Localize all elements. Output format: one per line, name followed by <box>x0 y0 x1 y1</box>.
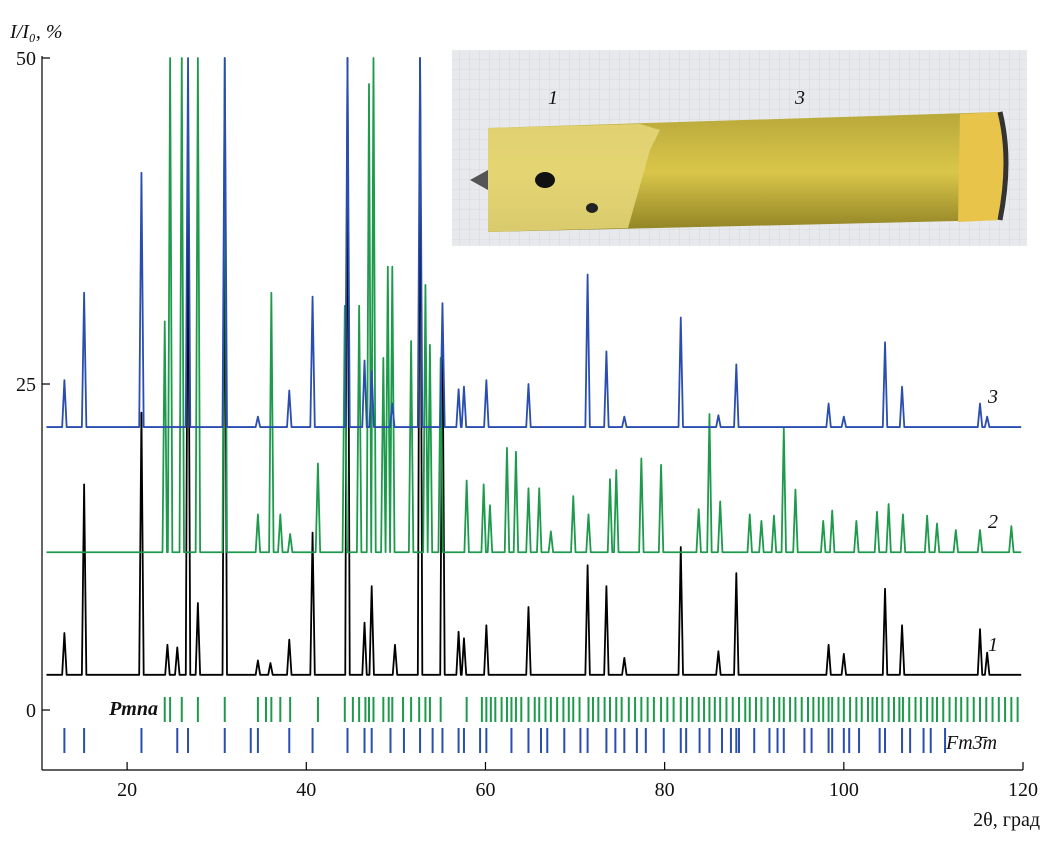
phase-label: Pmna <box>108 698 158 720</box>
phase-label: Fm3̄m <box>945 732 997 754</box>
spectrum-line <box>46 57 1022 554</box>
y-axis-title: I/I₀, % <box>9 21 63 43</box>
series-label: 1 <box>988 634 998 656</box>
x-tick-label: 120 <box>1008 779 1038 801</box>
x-tick-label: 40 <box>296 779 316 801</box>
spectrum-line <box>46 57 1022 428</box>
inset-label: 3 <box>794 87 805 109</box>
x-tick-label: 100 <box>829 779 859 801</box>
series-label: 2 <box>988 511 998 533</box>
x-tick-label: 60 <box>475 779 495 801</box>
plot-area <box>46 57 1022 676</box>
inset-label: 1 <box>548 87 558 109</box>
y-tick-label: 25 <box>16 374 36 396</box>
inset-photo: 1 3 <box>452 50 1027 246</box>
x-tick-label: 80 <box>655 779 675 801</box>
x-tick-label: 20 <box>117 779 137 801</box>
series-label: 3 <box>987 386 998 408</box>
y-tick-label: 50 <box>16 48 36 70</box>
y-tick-label: 0 <box>26 700 36 722</box>
x-axis-title: 2θ, град <box>973 809 1040 831</box>
